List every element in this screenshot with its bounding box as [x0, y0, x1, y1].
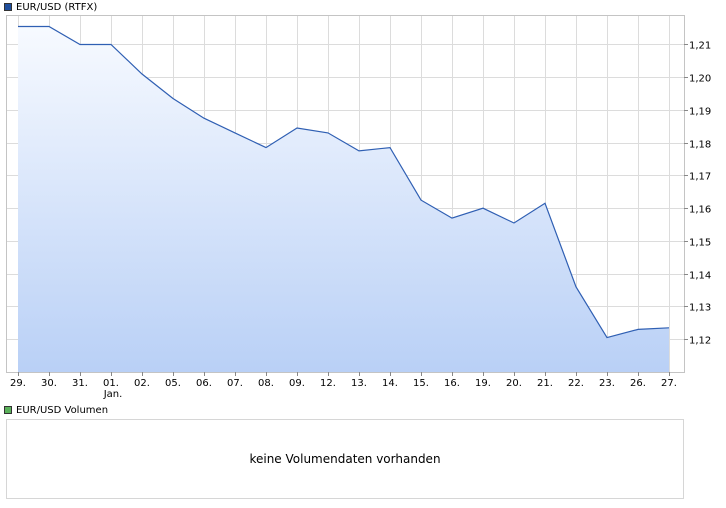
- price-chart: 29. 30. 31. 01. 02. 05. 06. 07. 08. 09. 12. 13. 14. 1…: [6, 15, 711, 400]
- plot-frame: [6, 15, 685, 373]
- y-tick-label: 1,21: [689, 41, 711, 52]
- x-tick-label: 23.: [599, 378, 615, 389]
- x-tick-label: 31.: [72, 378, 88, 389]
- x-tick-label: 21.: [537, 378, 553, 389]
- volume-panel: keine Volumendaten vorhanden: [6, 419, 684, 499]
- x-tick-label: 27.: [661, 378, 677, 389]
- x-tick-label: 13.: [351, 378, 367, 389]
- y-tick-label: 1,15: [689, 238, 711, 249]
- y-tick-label: 1,13: [689, 303, 711, 314]
- x-tick-label: 05.: [165, 378, 181, 389]
- x-month-label: Jan.: [103, 389, 123, 400]
- x-axis: 29. 30. 31. 01. 02. 05. 06. 07. 08. 09. 12. 13. 14. 1…: [10, 372, 677, 400]
- x-tick-label: 22.: [568, 378, 584, 389]
- x-tick-label: 12.: [320, 378, 336, 389]
- volume-legend-label: EUR/USD Volumen: [16, 404, 109, 416]
- y-tick-label: 1,12: [689, 336, 711, 347]
- x-tick-label: 15.: [413, 378, 429, 389]
- price-legend: EUR/USD (RTFX): [4, 1, 97, 13]
- y-tick-label: 1,19: [689, 107, 711, 118]
- x-tick-label: 01.: [103, 378, 119, 389]
- x-tick-label: 20.: [506, 378, 522, 389]
- x-tick-label: 09.: [289, 378, 305, 389]
- volume-legend: EUR/USD Volumen: [4, 404, 108, 416]
- y-tick-label: 1,16: [689, 205, 711, 216]
- x-tick-label: 19.: [475, 378, 491, 389]
- price-legend-swatch: [4, 3, 12, 11]
- y-tick-label: 1,17: [689, 172, 711, 183]
- x-tick-label: 26.: [630, 378, 646, 389]
- price-area: [18, 26, 669, 372]
- price-legend-label: EUR/USD (RTFX): [16, 1, 98, 13]
- price-line: [18, 25, 670, 339]
- x-tick-label: 16.: [444, 378, 460, 389]
- x-tick-label: 30.: [41, 378, 57, 389]
- x-tick-label: 08.: [258, 378, 274, 389]
- x-tick-label: 07.: [227, 378, 243, 389]
- x-tick-label: 29.: [10, 378, 26, 389]
- no-volume-message: keine Volumendaten vorhanden: [249, 452, 441, 466]
- volume-legend-swatch: [4, 406, 12, 414]
- y-tick-label: 1,20: [689, 74, 711, 85]
- x-tick-label: 06.: [196, 378, 212, 389]
- x-tick-label: 02.: [134, 378, 150, 389]
- y-axis: 1,12 1,13 1,14 1,15 1,16 1,17 1,18 1,19 1,20 1,21: [684, 41, 711, 347]
- y-tick-label: 1,14: [689, 271, 711, 282]
- x-tick-label: 14.: [382, 378, 398, 389]
- y-tick-label: 1,18: [689, 140, 711, 151]
